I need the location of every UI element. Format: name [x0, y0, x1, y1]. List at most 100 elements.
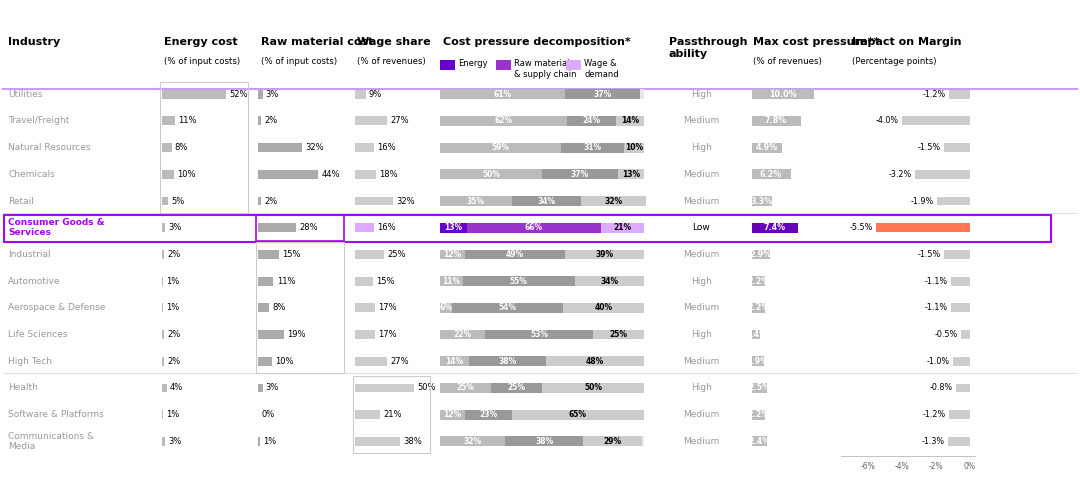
Text: Communications &
Media: Communications & Media — [9, 432, 94, 451]
Bar — [355, 330, 375, 339]
Text: 3%: 3% — [266, 384, 279, 392]
Text: Life Sciences: Life Sciences — [9, 330, 68, 339]
Text: High: High — [691, 276, 712, 285]
Text: 25%: 25% — [610, 330, 627, 339]
Text: 2%: 2% — [167, 357, 180, 366]
Text: 21%: 21% — [383, 410, 402, 419]
Bar — [752, 383, 767, 393]
Text: Software & Platforms: Software & Platforms — [9, 410, 104, 419]
Text: 4%: 4% — [170, 384, 184, 392]
Bar — [947, 437, 970, 446]
Bar — [469, 356, 546, 366]
Bar — [542, 383, 645, 393]
Text: 61%: 61% — [494, 90, 512, 98]
Text: 23%: 23% — [480, 410, 497, 419]
Text: 2%: 2% — [167, 250, 180, 259]
Bar — [512, 410, 645, 420]
Text: High: High — [691, 384, 712, 392]
Text: 0%: 0% — [963, 462, 975, 471]
Text: 1.9%: 1.9% — [746, 357, 769, 366]
Text: 50%: 50% — [482, 170, 500, 179]
Text: 22%: 22% — [454, 330, 472, 339]
Text: 1%: 1% — [166, 304, 179, 312]
Text: 25%: 25% — [388, 250, 406, 259]
Bar — [752, 303, 766, 313]
Bar — [162, 250, 164, 259]
Bar — [542, 170, 618, 179]
Bar — [162, 196, 168, 205]
Text: 14%: 14% — [445, 357, 463, 366]
Bar — [440, 250, 464, 260]
Bar — [258, 143, 301, 152]
Text: Raw material cost: Raw material cost — [260, 38, 373, 48]
Text: -1.2%: -1.2% — [923, 90, 946, 98]
Text: 44%: 44% — [321, 170, 340, 179]
Bar — [618, 170, 645, 179]
Bar — [162, 90, 226, 98]
Bar — [162, 304, 163, 312]
Bar — [256, 242, 345, 374]
Bar — [752, 356, 764, 366]
Text: 13%: 13% — [444, 223, 462, 232]
Bar — [956, 384, 970, 392]
Bar — [440, 60, 455, 70]
Bar — [258, 224, 296, 232]
Bar — [453, 303, 563, 313]
Text: 11%: 11% — [276, 276, 295, 285]
Bar — [752, 276, 766, 286]
Bar — [902, 116, 970, 126]
Bar — [951, 276, 970, 285]
Text: 59%: 59% — [491, 143, 510, 152]
Bar — [258, 116, 261, 126]
Text: Industrial: Industrial — [9, 250, 51, 259]
Text: Max cost pressure**: Max cost pressure** — [753, 38, 879, 48]
Text: 1%: 1% — [166, 276, 179, 285]
Text: 10%: 10% — [625, 143, 643, 152]
Text: 27%: 27% — [390, 116, 408, 126]
Bar — [491, 383, 542, 393]
Bar — [355, 196, 393, 205]
Bar — [258, 90, 262, 98]
Bar — [876, 224, 970, 232]
Text: -5.5%: -5.5% — [850, 223, 873, 232]
Bar — [355, 437, 400, 446]
Text: (Percentage points): (Percentage points) — [852, 57, 936, 66]
Bar — [464, 410, 512, 420]
Bar — [258, 330, 284, 339]
Bar — [752, 116, 800, 126]
Text: 48%: 48% — [586, 357, 605, 366]
Text: Automotive: Automotive — [9, 276, 60, 285]
Bar — [4, 215, 1052, 242]
Text: Health: Health — [9, 384, 38, 392]
Text: 17%: 17% — [378, 304, 397, 312]
Bar — [440, 90, 645, 99]
Text: 1.4%: 1.4% — [745, 330, 767, 339]
Bar — [162, 276, 163, 285]
Text: 12%: 12% — [443, 410, 461, 419]
Text: (% of revenues): (% of revenues) — [357, 57, 427, 66]
Bar — [546, 356, 645, 366]
Text: 65%: 65% — [569, 410, 586, 419]
Bar — [616, 116, 645, 126]
Text: 2.5%: 2.5% — [748, 384, 771, 392]
Bar — [355, 384, 414, 392]
Bar — [162, 116, 175, 126]
Bar — [602, 223, 645, 232]
Text: 10%: 10% — [177, 170, 195, 179]
Text: 3.3%: 3.3% — [751, 196, 773, 205]
Bar — [353, 376, 431, 454]
Text: 2%: 2% — [167, 330, 180, 339]
Bar — [485, 330, 593, 340]
Bar — [565, 90, 640, 99]
Text: 21%: 21% — [613, 223, 632, 232]
Text: 3%: 3% — [266, 90, 279, 98]
Text: Medium: Medium — [683, 116, 719, 126]
Text: 24%: 24% — [582, 116, 600, 126]
Text: 32%: 32% — [605, 196, 623, 205]
Text: 3%: 3% — [168, 437, 183, 446]
Bar — [355, 116, 387, 126]
Bar — [440, 196, 512, 206]
Bar — [581, 196, 646, 206]
Text: 2%: 2% — [265, 116, 278, 126]
Text: 53%: 53% — [530, 330, 548, 339]
